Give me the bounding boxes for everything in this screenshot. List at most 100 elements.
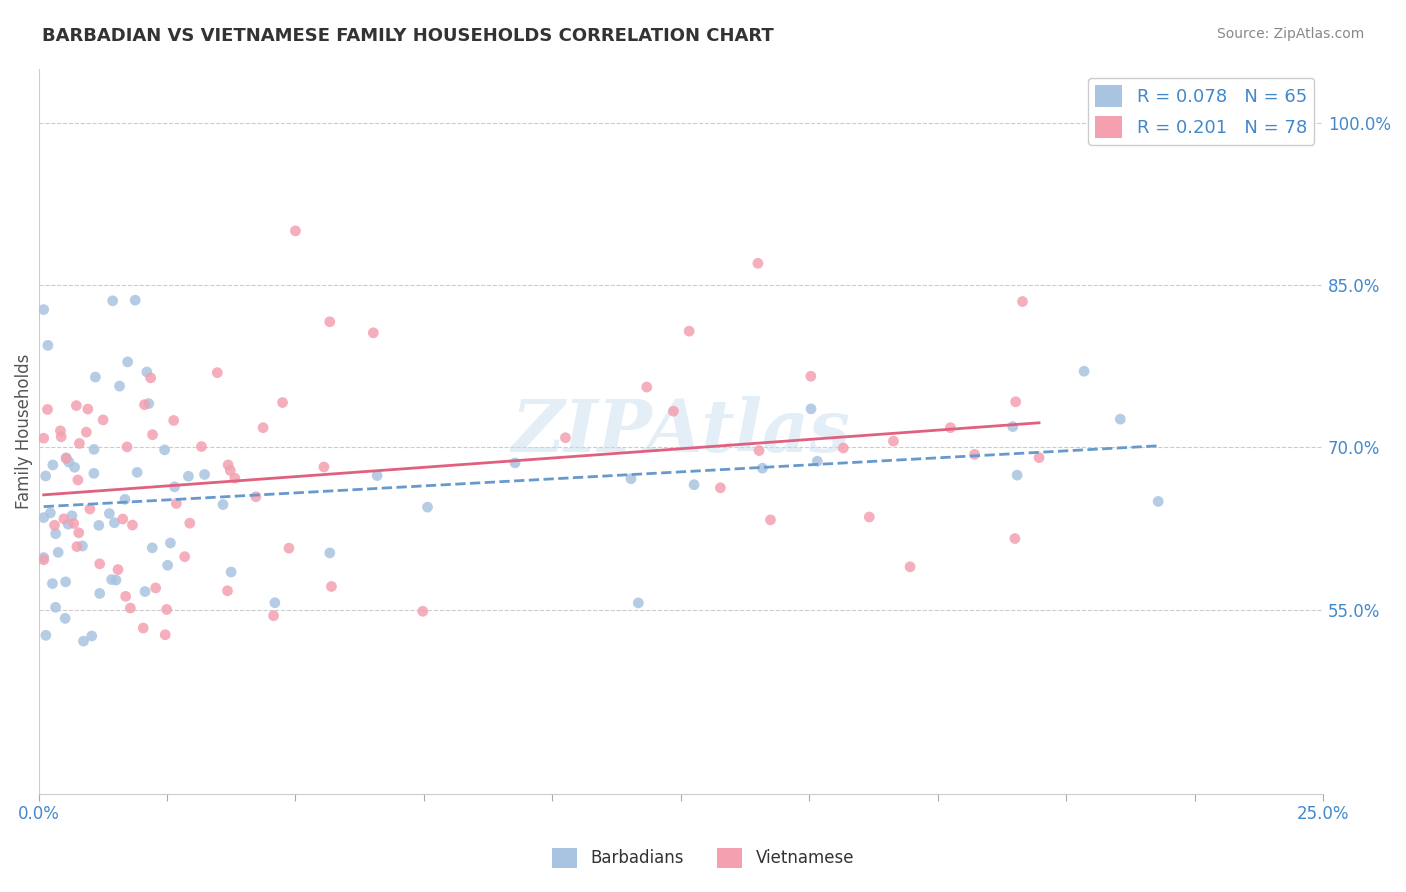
Point — [416, 500, 439, 515]
Point — [34, 469, 56, 483]
Point — [55, 451, 77, 466]
Point — [117, 355, 139, 369]
Point — [263, 608, 285, 623]
Point — [32, 431, 55, 445]
Point — [53, 611, 76, 625]
Y-axis label: Family Households: Family Households — [15, 353, 32, 508]
Point — [114, 590, 136, 604]
Point — [190, 440, 212, 454]
Point — [132, 621, 155, 635]
Text: Source: ZipAtlas.com: Source: ZipAtlas.com — [1216, 27, 1364, 41]
Point — [662, 404, 685, 418]
Point — [800, 401, 823, 416]
Point — [87, 518, 110, 533]
Point — [503, 456, 526, 470]
Point — [46, 545, 69, 559]
Point — [58, 455, 80, 469]
Point — [193, 467, 215, 482]
Point — [76, 402, 98, 417]
Point — [321, 579, 343, 593]
Point — [41, 576, 63, 591]
Point — [49, 424, 72, 438]
Point — [939, 420, 962, 434]
Point — [120, 601, 142, 615]
Point — [212, 498, 235, 512]
Legend: Barbadians, Vietnamese: Barbadians, Vietnamese — [546, 841, 860, 875]
Point — [91, 413, 114, 427]
Point — [898, 559, 921, 574]
Legend: R = 0.078   N = 65, R = 0.201   N = 78: R = 0.078 N = 65, R = 0.201 N = 78 — [1088, 78, 1315, 145]
Point — [163, 480, 186, 494]
Point — [858, 510, 880, 524]
Point — [245, 490, 267, 504]
Point — [1004, 532, 1026, 546]
Point — [32, 553, 55, 567]
Point — [63, 460, 86, 475]
Point — [44, 518, 66, 533]
Point — [60, 508, 83, 523]
Point — [173, 549, 195, 564]
Point — [75, 425, 97, 439]
Point — [319, 315, 342, 329]
Point — [32, 510, 55, 524]
Point — [284, 224, 307, 238]
Point — [100, 573, 122, 587]
Point — [145, 581, 167, 595]
Point — [42, 458, 65, 472]
Point — [98, 507, 121, 521]
Point — [58, 517, 80, 532]
Point — [114, 492, 136, 507]
Point — [678, 324, 700, 338]
Point — [1109, 412, 1132, 426]
Point — [1005, 468, 1028, 483]
Point — [62, 516, 84, 531]
Point — [141, 541, 163, 555]
Point — [101, 293, 124, 308]
Point — [751, 461, 773, 475]
Point — [620, 472, 643, 486]
Point — [134, 398, 156, 412]
Point — [51, 430, 73, 444]
Point — [748, 443, 770, 458]
Point — [134, 584, 156, 599]
Point — [37, 338, 59, 352]
Point — [177, 469, 200, 483]
Point — [139, 371, 162, 385]
Point — [759, 513, 782, 527]
Point — [800, 369, 823, 384]
Point — [636, 380, 658, 394]
Point — [103, 516, 125, 530]
Point — [115, 440, 138, 454]
Point — [72, 539, 94, 553]
Point — [66, 540, 89, 554]
Point — [156, 602, 179, 616]
Point — [32, 550, 55, 565]
Point — [138, 396, 160, 410]
Point — [121, 518, 143, 533]
Point — [141, 427, 163, 442]
Point — [179, 516, 201, 531]
Point — [67, 436, 90, 450]
Point — [683, 477, 706, 491]
Point — [219, 565, 242, 579]
Point — [1011, 294, 1033, 309]
Point — [127, 466, 149, 480]
Point — [1004, 394, 1026, 409]
Point — [1028, 450, 1050, 465]
Point — [66, 473, 89, 487]
Point — [554, 431, 576, 445]
Point — [124, 293, 146, 308]
Point — [627, 596, 650, 610]
Point — [963, 447, 986, 461]
Point — [72, 634, 94, 648]
Point — [52, 512, 75, 526]
Point — [104, 573, 127, 587]
Point — [153, 442, 176, 457]
Point — [107, 563, 129, 577]
Point — [806, 454, 828, 468]
Point — [163, 413, 186, 427]
Point — [65, 399, 87, 413]
Point — [217, 458, 239, 472]
Text: ZIPAtlas: ZIPAtlas — [512, 395, 851, 467]
Point — [55, 450, 77, 465]
